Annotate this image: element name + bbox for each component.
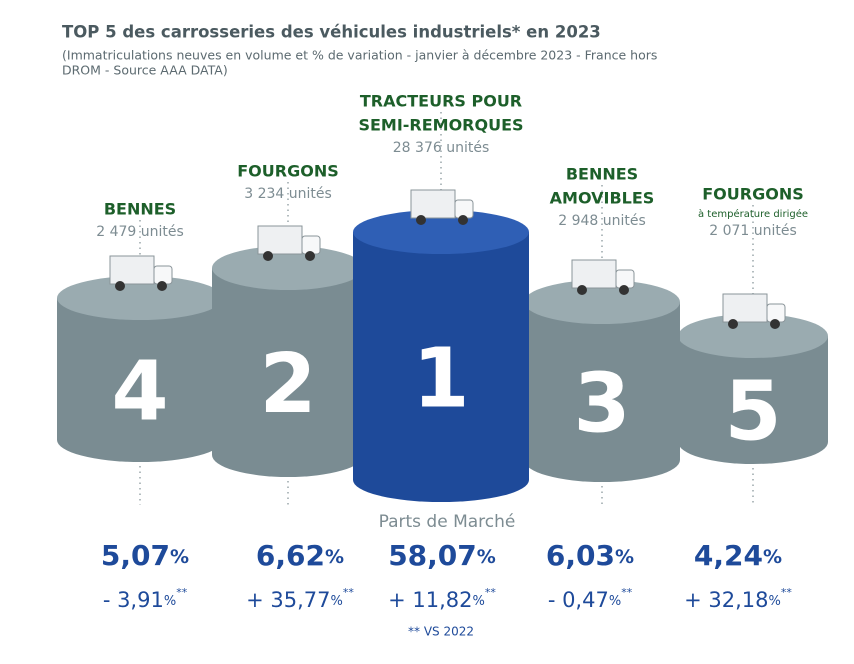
vehicle-wheel [115,281,125,291]
vehicle-wheel [263,251,273,261]
vehicle-body [722,293,768,323]
vehicle-wheel [770,319,780,329]
vehicle-wheel [157,281,167,291]
podium-body [57,298,223,462]
rank: 1 [412,331,469,426]
variation-unit: % [164,594,176,609]
variation: + 32,18%** [684,586,792,612]
units: 2 479 unités [96,224,184,240]
body-name: SEMI-REMORQUES [358,116,523,135]
share-unit: % [477,546,496,568]
variation-unit: % [769,594,781,609]
rank: 5 [724,364,781,459]
rank: 2 [259,337,316,432]
variation: + 35,77%** [246,586,354,612]
podium: 5 [678,293,828,464]
podium: 3 [524,259,680,482]
share-value: 4,24 [694,539,763,572]
variation-mark: ** [485,586,497,599]
podium: 2 [212,225,364,477]
units: 2 071 unités [709,223,797,239]
variation-value: - 3,91 [103,588,164,612]
podium-body [212,268,364,477]
units: 28 376 unités [393,140,489,156]
rank: 4 [111,344,168,439]
podium-top [524,280,680,324]
podium: 4 [57,255,223,462]
vehicle-wheel [728,319,738,329]
variation: - 0,47%** [548,586,633,612]
variation-value: + 35,77 [246,588,330,612]
units: 3 234 unités [244,186,332,202]
share-title: Parts de Marché [379,512,516,532]
share-value: 6,03 [546,539,615,572]
variation-unit: % [609,594,621,609]
podium-body [678,336,828,464]
body-name: FOURGONS [702,185,804,204]
variation-unit: % [331,594,343,609]
variation-value: + 11,82 [388,588,472,612]
variation: - 3,91%** [103,586,188,612]
variation-unit: % [473,594,485,609]
variation-mark: ** [176,586,188,599]
podium-top [353,210,529,254]
footnote: ** VS 2022 [408,625,474,639]
podium: 1 [353,189,529,502]
body-subname: à température dirigée [698,208,808,220]
vehicle-wheel [305,251,315,261]
vehicle-body [257,225,303,255]
variation-mark: ** [343,586,355,599]
body-name: BENNES [566,165,638,184]
vehicle-wheel [577,285,587,295]
units: 2 948 unités [558,213,646,229]
podium-body [353,232,529,502]
podium-top [57,276,223,320]
vehicle-body [571,259,617,289]
vehicle-wheel [416,215,426,225]
subtitle: DROM - Source AAA DATA) [62,63,228,78]
body-name: FOURGONS [237,162,339,181]
vehicle-wheel [458,215,468,225]
market-share: 58,07% [388,539,496,572]
rank: 3 [573,356,630,451]
vehicle-body [109,255,155,285]
body-name: TRACTEURS POUR [360,92,522,111]
podium-body [524,302,680,482]
variation-mark: ** [621,586,633,599]
podium-top [678,314,828,358]
vehicle-wheel [619,285,629,295]
share-unit: % [325,546,344,568]
variation-value: - 0,47 [548,588,609,612]
share-unit: % [170,546,189,568]
share-value: 6,62 [256,539,325,572]
variation-value: + 32,18 [684,588,768,612]
market-share: 6,03% [546,539,634,572]
share-unit: % [615,546,634,568]
market-share: 6,62% [256,539,344,572]
title: TOP 5 des carrosseries des véhicules ind… [62,23,601,42]
variation: + 11,82%** [388,586,496,612]
share-value: 5,07 [101,539,170,572]
share-unit: % [763,546,782,568]
market-share: 4,24% [694,539,782,572]
variation-mark: ** [781,586,793,599]
vehicle-body [410,189,456,219]
podium-top [212,246,364,290]
body-name: BENNES [104,200,176,219]
body-name: AMOVIBLES [550,189,655,208]
share-value: 58,07 [388,539,477,572]
subtitle: (Immatriculations neuves en volume et % … [62,48,657,63]
market-share: 5,07% [101,539,189,572]
